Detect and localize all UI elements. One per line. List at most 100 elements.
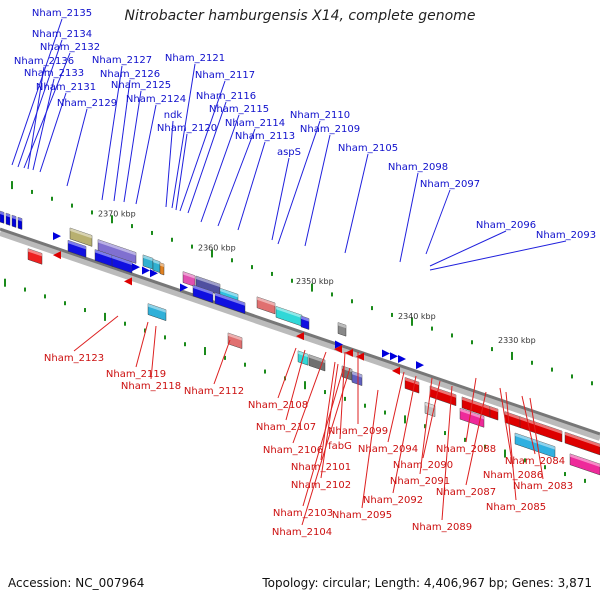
forward-gene-12 xyxy=(182,271,196,287)
reverse-arrow xyxy=(392,366,400,375)
reverse-gene-12-shine xyxy=(430,385,456,398)
reverse-gene-label: Nham_2088 xyxy=(436,444,496,455)
forward-gene-3-body xyxy=(17,216,23,230)
forward-gene-label: Nham_2132 xyxy=(40,42,100,53)
reverse-leader-line xyxy=(292,351,327,444)
forward-gene-15-body xyxy=(192,284,214,304)
scale-label: 2370 kbp xyxy=(98,209,136,218)
forward-leader-line xyxy=(32,78,55,171)
reverse-gene-10 xyxy=(569,453,600,476)
forward-gene-16 xyxy=(214,292,246,314)
reverse-leader-line xyxy=(465,391,487,486)
forward-leader-line xyxy=(123,90,142,203)
reverse-gene-label: Nham_2123 xyxy=(44,353,104,364)
reverse-gene-2 xyxy=(227,332,243,349)
reverse-leader-line xyxy=(213,339,231,385)
forward-gene-6 xyxy=(67,239,87,258)
forward-leader-line xyxy=(237,141,266,231)
reverse-gene-0-body xyxy=(27,248,43,265)
forward-gene-6-body xyxy=(67,239,87,258)
forward-gene-6-shine xyxy=(68,240,86,250)
reverse-gene-label: Nham_2083 xyxy=(513,481,573,492)
forward-gene-label: aspS xyxy=(277,147,301,158)
reverse-gene-2-shine xyxy=(228,332,242,341)
forward-gene-label: Nham_2120 xyxy=(157,123,217,134)
forward-gene-18-shine xyxy=(276,306,302,319)
reverse-gene-label: Nham_2089 xyxy=(412,522,472,533)
forward-gene-8-shine xyxy=(112,255,132,266)
reverse-gene-15-shine xyxy=(505,411,521,421)
reverse-gene-label: Nham_2119 xyxy=(106,369,166,380)
forward-leader-line xyxy=(39,92,67,173)
forward-arrow xyxy=(398,354,406,363)
reverse-arrow xyxy=(124,277,132,286)
forward-gene-label: Nham_2096 xyxy=(476,220,536,231)
forward-gene-label: Nham_2098 xyxy=(388,162,448,173)
forward-gene-11-shine xyxy=(160,262,164,268)
forward-gene-17 xyxy=(256,296,276,315)
forward-gene-label: Nham_2093 xyxy=(536,230,596,241)
reverse-gene-7-shine xyxy=(425,402,435,409)
forward-gene-15-shine xyxy=(193,284,213,295)
forward-gene-3-shine xyxy=(18,217,22,222)
forward-gene-16-shine xyxy=(215,292,245,306)
reverse-gene-16-shine xyxy=(520,416,562,435)
reverse-leader-line xyxy=(285,349,306,421)
reverse-gene-11-shine xyxy=(405,377,419,386)
reverse-gene-label: Nham_2091 xyxy=(390,476,450,487)
forward-gene-label: Nham_2115 xyxy=(209,104,269,115)
reverse-gene-0 xyxy=(27,248,43,265)
reverse-gene-label: Nham_2104 xyxy=(272,527,332,538)
reverse-gene-0-shine xyxy=(28,248,42,257)
forward-leader-line xyxy=(171,63,196,209)
reverse-leader-line xyxy=(301,367,351,526)
forward-gene-label: Nham_2136 xyxy=(14,56,74,67)
reverse-leader-line xyxy=(499,387,514,469)
forward-gene-label: Nham_2131 xyxy=(36,82,96,93)
reverse-gene-1-body xyxy=(147,303,167,321)
forward-gene-label: Nham_2134 xyxy=(32,29,92,40)
forward-gene-4-body xyxy=(69,227,93,247)
forward-leader-line xyxy=(425,189,451,255)
reverse-gene-label: Nham_2108 xyxy=(248,400,308,411)
forward-gene-20 xyxy=(337,322,347,337)
forward-arrow xyxy=(382,349,390,358)
reverse-gene-16-body xyxy=(519,416,563,443)
reverse-gene-2-body xyxy=(227,332,243,349)
forward-leader-line xyxy=(17,39,63,168)
forward-leader-line xyxy=(179,80,226,212)
forward-leader-line xyxy=(429,240,567,271)
reverse-gene-4-shine xyxy=(309,354,325,364)
forward-gene-label: Nham_2109 xyxy=(300,124,360,135)
reverse-gene-3-shine xyxy=(298,350,308,358)
reverse-gene-label: Nham_2101 xyxy=(291,462,351,473)
forward-gene-17-shine xyxy=(257,296,275,306)
forward-gene-4-shine xyxy=(70,227,92,239)
reverse-gene-9-shine xyxy=(515,432,555,450)
reverse-gene-14-body xyxy=(489,406,499,421)
reverse-gene-17-body xyxy=(564,431,600,456)
reverse-leader-line xyxy=(529,397,544,480)
forward-leader-line xyxy=(11,18,63,166)
reverse-gene-label: Nham_2087 xyxy=(436,487,496,498)
forward-gene-13-shine xyxy=(196,275,220,288)
map-title: Nitrobacter hamburgensis X14, complete g… xyxy=(124,8,476,24)
scale-label: 2340 kbp xyxy=(398,312,436,321)
reverse-arrow xyxy=(356,352,364,361)
forward-gene-9-shine xyxy=(143,254,153,262)
forward-leader-line xyxy=(271,157,290,241)
reverse-arrow xyxy=(296,332,304,341)
forward-gene-label: Nham_2127 xyxy=(92,55,152,66)
forward-leader-line xyxy=(344,153,369,254)
forward-leader-line xyxy=(175,133,188,211)
reverse-arrow xyxy=(334,345,342,354)
forward-gene-label: Nham_2097 xyxy=(420,179,480,190)
reverse-gene-label: fabG xyxy=(328,441,352,452)
reverse-leader-line xyxy=(505,391,517,501)
forward-gene-label: Nham_2135 xyxy=(32,8,92,19)
reverse-gene-6 xyxy=(351,370,363,386)
forward-gene-label: Nham_2124 xyxy=(126,94,186,105)
reverse-leader-line xyxy=(392,375,417,494)
forward-gene-20-shine xyxy=(338,322,346,329)
forward-gene-1 xyxy=(5,212,11,226)
